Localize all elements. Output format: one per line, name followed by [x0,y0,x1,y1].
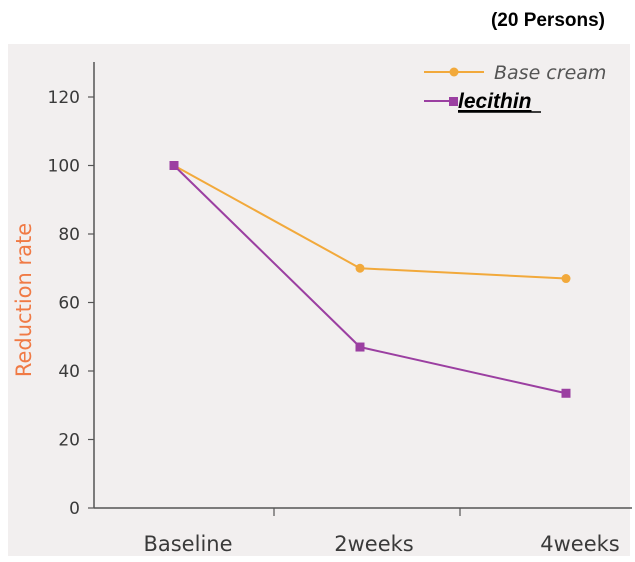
series-line [173,164,567,395]
y-tick-label: 20 [58,431,80,451]
chart-background [8,44,630,556]
series-lecithin [169,161,571,398]
y-tick-label: 60 [58,294,80,314]
chart-axes [93,62,632,509]
legend-marker [449,97,458,106]
y-tick-label: 80 [58,225,80,245]
data-point [355,342,365,352]
y-tick-label: 0 [69,499,80,519]
legend-marker [449,67,459,77]
legend: Base cream lecithin [424,62,606,113]
x-tick-label: 2weeks [334,532,413,556]
x-axis-ticks: Baseline 2weeks 4weeks [143,508,620,556]
chart-series [169,161,571,398]
y-tick-label: 120 [48,88,80,108]
legend-label-base-cream: Base cream [494,62,606,84]
chart-note: (20 Persons) [490,10,605,31]
y-axis-label: Reduction rate [12,223,36,377]
y-tick-label: 100 [48,157,80,177]
x-tick-label: 4weeks [540,532,619,556]
y-axis-ticks: 0 20 40 60 80 100 120 [48,88,94,519]
data-point [355,263,365,273]
y-tick-label: 40 [58,362,80,382]
data-point [561,274,571,284]
legend-label-lecithin: lecithin [458,90,532,113]
data-point [561,388,571,398]
x-tick-label: Baseline [143,532,232,556]
data-point [169,161,179,170]
series-base-cream [169,161,571,284]
